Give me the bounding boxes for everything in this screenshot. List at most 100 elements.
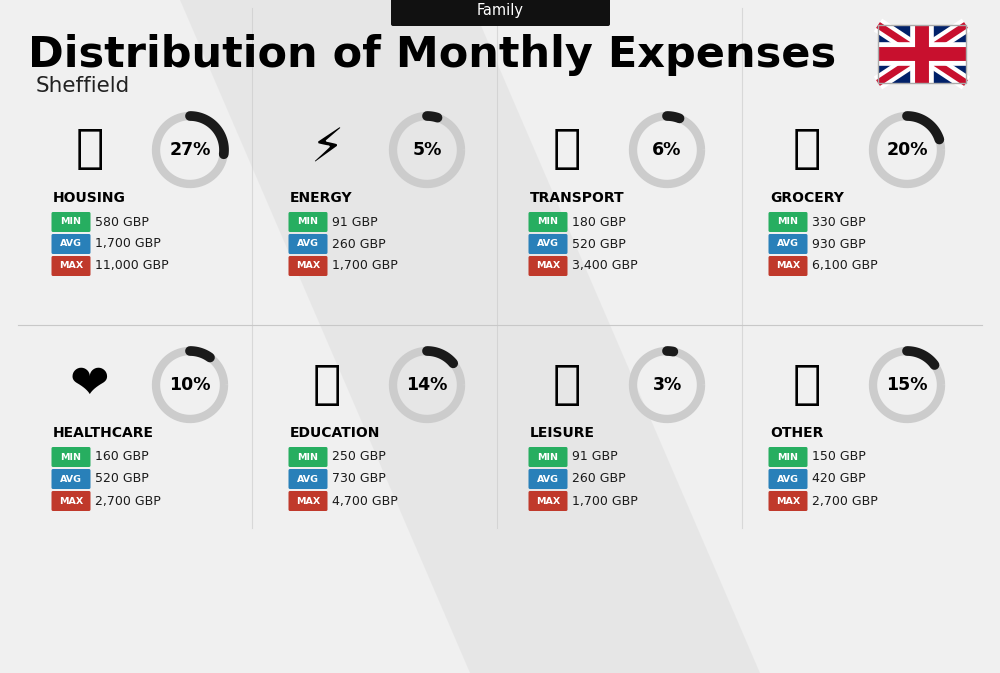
FancyBboxPatch shape [52,447,90,467]
Text: MIN: MIN [778,452,798,462]
Text: 91 GBP: 91 GBP [332,215,378,229]
FancyBboxPatch shape [768,469,808,489]
FancyBboxPatch shape [52,212,90,232]
Text: 11,000 GBP: 11,000 GBP [95,260,169,273]
Text: 420 GBP: 420 GBP [812,472,866,485]
Text: 10%: 10% [169,376,211,394]
FancyBboxPatch shape [391,0,610,26]
Text: MAX: MAX [776,262,800,271]
Text: 3,400 GBP: 3,400 GBP [572,260,638,273]
Text: AVG: AVG [60,474,82,483]
Text: 930 GBP: 930 GBP [812,238,866,250]
Text: 1,700 GBP: 1,700 GBP [572,495,638,507]
Text: 250 GBP: 250 GBP [332,450,386,464]
Text: 91 GBP: 91 GBP [572,450,618,464]
Text: 🎓: 🎓 [313,363,341,407]
Text: MAX: MAX [59,262,83,271]
Text: 5%: 5% [412,141,442,159]
Text: OTHER: OTHER [770,426,823,440]
Text: 1,700 GBP: 1,700 GBP [332,260,398,273]
Text: 🛍️: 🛍️ [553,363,581,407]
Text: GROCERY: GROCERY [770,191,844,205]
Text: MIN: MIN [60,452,82,462]
Text: ⚡: ⚡ [310,127,344,172]
Text: 330 GBP: 330 GBP [812,215,866,229]
FancyBboxPatch shape [528,447,568,467]
Text: 260 GBP: 260 GBP [332,238,386,250]
FancyBboxPatch shape [878,25,966,83]
Text: MAX: MAX [59,497,83,505]
FancyBboxPatch shape [52,469,90,489]
Text: MAX: MAX [776,497,800,505]
FancyBboxPatch shape [528,234,568,254]
FancyBboxPatch shape [768,491,808,511]
Text: 520 GBP: 520 GBP [95,472,149,485]
Text: 180 GBP: 180 GBP [572,215,626,229]
FancyBboxPatch shape [528,491,568,511]
Text: AVG: AVG [777,240,799,248]
Text: 🛒: 🛒 [793,127,821,172]
Text: 💰: 💰 [793,363,821,407]
FancyBboxPatch shape [768,212,808,232]
Text: ❤️: ❤️ [70,363,110,407]
FancyBboxPatch shape [528,469,568,489]
Text: MIN: MIN [298,217,318,227]
Text: MAX: MAX [536,497,560,505]
Text: 27%: 27% [169,141,211,159]
Text: AVG: AVG [297,240,319,248]
Text: MIN: MIN [538,452,558,462]
FancyBboxPatch shape [288,447,328,467]
Text: MIN: MIN [298,452,318,462]
Text: ENERGY: ENERGY [290,191,353,205]
Text: MIN: MIN [538,217,558,227]
Text: Family: Family [477,3,524,18]
Text: Sheffield: Sheffield [36,76,130,96]
FancyBboxPatch shape [288,491,328,511]
Text: MAX: MAX [296,497,320,505]
Text: 🏢: 🏢 [76,127,104,172]
Text: AVG: AVG [777,474,799,483]
Text: 20%: 20% [886,141,928,159]
Text: MIN: MIN [60,217,82,227]
Text: 15%: 15% [886,376,928,394]
Text: AVG: AVG [537,474,559,483]
Text: 150 GBP: 150 GBP [812,450,866,464]
Text: AVG: AVG [60,240,82,248]
Text: MIN: MIN [778,217,798,227]
Text: 2,700 GBP: 2,700 GBP [812,495,878,507]
FancyBboxPatch shape [528,212,568,232]
Text: 1,700 GBP: 1,700 GBP [95,238,161,250]
FancyBboxPatch shape [768,234,808,254]
FancyBboxPatch shape [768,447,808,467]
Text: 160 GBP: 160 GBP [95,450,149,464]
Text: 520 GBP: 520 GBP [572,238,626,250]
Text: LEISURE: LEISURE [530,426,595,440]
Text: MAX: MAX [296,262,320,271]
Text: 580 GBP: 580 GBP [95,215,149,229]
Text: MAX: MAX [536,262,560,271]
Text: 6,100 GBP: 6,100 GBP [812,260,878,273]
Text: EDUCATION: EDUCATION [290,426,380,440]
FancyBboxPatch shape [52,234,90,254]
Text: AVG: AVG [297,474,319,483]
Text: 730 GBP: 730 GBP [332,472,386,485]
Text: HEALTHCARE: HEALTHCARE [53,426,154,440]
FancyBboxPatch shape [52,491,90,511]
FancyBboxPatch shape [52,256,90,276]
Text: 14%: 14% [406,376,448,394]
Text: Distribution of Monthly Expenses: Distribution of Monthly Expenses [28,34,836,76]
FancyBboxPatch shape [768,256,808,276]
Polygon shape [180,0,760,673]
Text: 🚌: 🚌 [553,127,581,172]
FancyBboxPatch shape [288,234,328,254]
Text: 260 GBP: 260 GBP [572,472,626,485]
Text: HOUSING: HOUSING [53,191,126,205]
Text: 6%: 6% [652,141,682,159]
Text: AVG: AVG [537,240,559,248]
FancyBboxPatch shape [288,469,328,489]
Text: 2,700 GBP: 2,700 GBP [95,495,161,507]
Text: TRANSPORT: TRANSPORT [530,191,625,205]
Text: 4,700 GBP: 4,700 GBP [332,495,398,507]
FancyBboxPatch shape [288,256,328,276]
FancyBboxPatch shape [528,256,568,276]
